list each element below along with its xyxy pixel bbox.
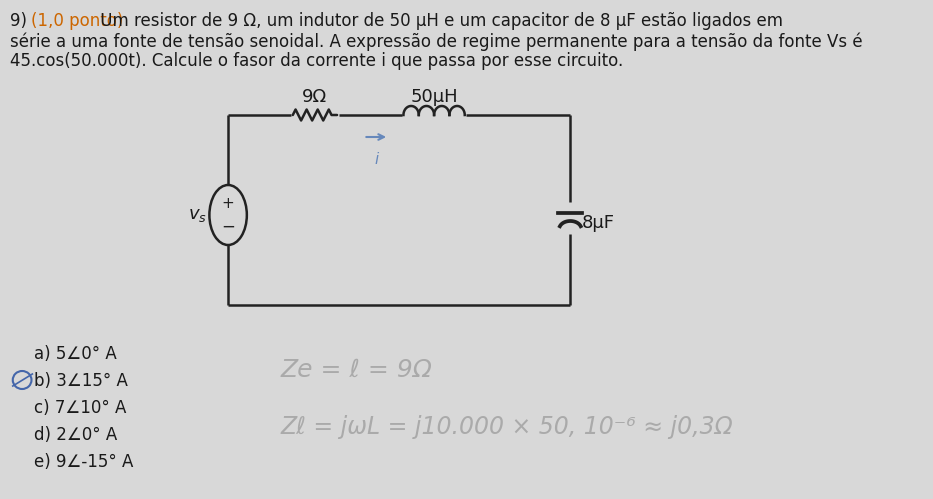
Text: Ze = ℓ = 9Ω: Ze = ℓ = 9Ω bbox=[281, 358, 433, 382]
Text: série a uma fonte de tensão senoidal. A expressão de regime permanente para a te: série a uma fonte de tensão senoidal. A … bbox=[10, 32, 863, 50]
Text: 50μH: 50μH bbox=[411, 88, 458, 106]
Text: d) 2∠0° A: d) 2∠0° A bbox=[34, 426, 118, 444]
Text: +: + bbox=[222, 196, 234, 211]
Text: 45.cos(50.000t). Calcule o fasor da corrente i que passa por esse circuito.: 45.cos(50.000t). Calcule o fasor da corr… bbox=[10, 52, 623, 70]
Text: a) 5∠0° A: a) 5∠0° A bbox=[34, 345, 117, 363]
Text: −: − bbox=[221, 218, 235, 236]
Text: Um resistor de 9 Ω, um indutor de 50 μH e um capacitor de 8 μF estão ligados em: Um resistor de 9 Ω, um indutor de 50 μH … bbox=[95, 12, 784, 30]
Text: 8μF: 8μF bbox=[582, 214, 615, 232]
Text: b) 3∠15° A: b) 3∠15° A bbox=[34, 372, 128, 390]
Text: c) 7∠10° A: c) 7∠10° A bbox=[34, 399, 127, 417]
Text: $v_s$: $v_s$ bbox=[188, 206, 207, 224]
Text: 9): 9) bbox=[10, 12, 27, 30]
Text: $i$: $i$ bbox=[374, 151, 380, 167]
Text: e) 9∠-15° A: e) 9∠-15° A bbox=[34, 453, 133, 471]
Text: Zℓ = jωL = j10.000 × 50, 10⁻⁶ ≈ j0,3Ω: Zℓ = jωL = j10.000 × 50, 10⁻⁶ ≈ j0,3Ω bbox=[281, 415, 733, 439]
Text: 9Ω: 9Ω bbox=[302, 88, 327, 106]
Text: (1,0 ponto): (1,0 ponto) bbox=[32, 12, 124, 30]
